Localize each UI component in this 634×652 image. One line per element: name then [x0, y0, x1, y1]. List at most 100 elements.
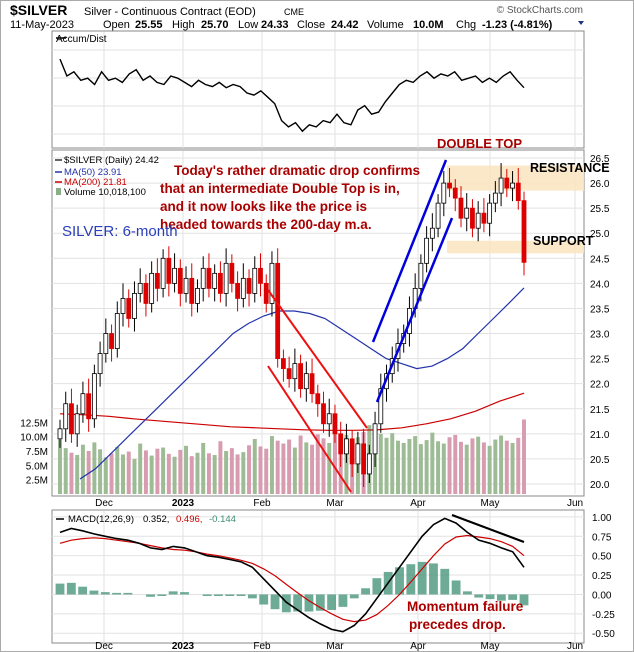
volume-bar [98, 449, 103, 494]
volume-bar [476, 436, 481, 494]
macd-hist-bar [293, 594, 303, 612]
legend-volume: Volume 10,018,100 [64, 187, 146, 198]
accum-layer [59, 58, 525, 133]
price-tick-label: 23.0 [590, 330, 610, 341]
candle-body [321, 403, 326, 425]
volume-bar [121, 454, 125, 494]
candle-body [303, 373, 309, 390]
macd-value: 0.352, [143, 514, 169, 525]
volume-bar [407, 438, 412, 494]
candle-body [326, 413, 332, 425]
candle-body [114, 313, 120, 349]
macd-hist-bar [349, 594, 359, 599]
candle-body [332, 413, 338, 435]
macd-tick-label: 1.00 [592, 513, 612, 524]
x-tick-label: Apr [410, 498, 426, 509]
macd-hist-bar [361, 588, 370, 595]
volume-bar [172, 456, 177, 494]
macd-line [59, 517, 525, 633]
candle-body [344, 438, 349, 455]
ma-layer [59, 287, 525, 480]
candle-body [74, 413, 80, 435]
resistance-zone [447, 165, 584, 191]
candle-body [246, 277, 252, 294]
candle-body [315, 393, 321, 405]
candle-body [447, 182, 452, 189]
volume-bar [166, 453, 171, 494]
candle-body [57, 428, 63, 440]
x-tick-label-bottom: Feb [253, 641, 271, 652]
volume-bar [75, 455, 80, 494]
candle-body [86, 393, 92, 420]
macd-hist-bar [78, 586, 88, 595]
candle-body [269, 262, 275, 304]
volume-bar [315, 434, 320, 494]
axis-layer: Dec Dec 2023 2023 Feb Feb Mar Mar Apr Apr May May Ju… [20, 154, 615, 652]
volume-bar [447, 437, 452, 494]
close-label: Close [297, 19, 325, 31]
volume-bar [304, 442, 309, 494]
candle-body [200, 267, 206, 289]
macd-hist-bar [180, 592, 189, 595]
support-label: SUPPORT [533, 234, 594, 248]
macd-tick-label: -0.25 [592, 610, 615, 621]
macd-hist-bar [304, 594, 314, 612]
volume-bar [126, 451, 131, 494]
price-tick-label: 24.0 [590, 279, 610, 290]
volume-bar [287, 439, 292, 494]
candle-body [470, 207, 475, 229]
macd-hist-bar [168, 591, 178, 595]
macd-hist-bar [214, 594, 223, 597]
volume-tick-label: 2.5M [26, 476, 48, 487]
volume-bar [178, 449, 183, 494]
candle-body [292, 363, 298, 380]
uptrend-channel-lower [375, 217, 454, 403]
macd-label: MACD(12,26,9) [68, 514, 134, 525]
volume-value: 10.0M [413, 19, 444, 31]
volume-bar [132, 459, 137, 494]
candle-body [338, 433, 344, 455]
x-tick-label: May [481, 498, 500, 509]
accum-dist-line [59, 58, 525, 133]
macd-hist-bar [327, 594, 337, 610]
macd-hist-bar [519, 594, 529, 606]
volume-bar [184, 445, 189, 494]
chevron-down-icon[interactable] [578, 21, 584, 25]
volume-bar [269, 436, 274, 494]
low-label: Low [238, 19, 258, 31]
volume-bar [493, 439, 498, 494]
volume-bar [58, 439, 62, 494]
resistance-label: RESISTANCE [530, 161, 610, 175]
downtrend-channel-upper [267, 289, 368, 429]
ma200-line [59, 392, 525, 431]
volume-bar [155, 448, 160, 494]
candle-body [160, 257, 166, 289]
x-tick-label-bottom: Mar [326, 641, 344, 652]
volume-bar [430, 432, 435, 494]
candle-body [441, 182, 447, 204]
macd-hist-bar [112, 592, 122, 595]
x-tick-label-bottom: Apr [410, 641, 426, 652]
zone-layer [447, 165, 584, 254]
candle-body [492, 192, 498, 204]
macd-hist-bar [451, 580, 461, 595]
high-value: 25.70 [201, 19, 229, 31]
candle-body [149, 272, 155, 304]
volume-bar [149, 455, 154, 494]
volume-bar [522, 419, 526, 494]
open-label: Open [103, 19, 130, 31]
price-tick-label: 24.5 [590, 254, 610, 265]
candle-body [166, 257, 172, 284]
exchange-label: CME [284, 7, 304, 17]
accum-dist-label: Accum/Dist [56, 34, 107, 45]
volume-bar [499, 435, 504, 494]
volume-bar [229, 448, 234, 494]
macd-hist-bar [338, 594, 348, 607]
uptrend-channel-upper [371, 159, 448, 343]
candle-body [154, 272, 160, 289]
volume-bar [344, 434, 349, 494]
volume-bar [206, 453, 211, 494]
volume-bar [310, 444, 315, 494]
commentary-line-3: and it now looks like the price is [160, 199, 367, 214]
volume-tick-label: 12.5M [20, 418, 48, 429]
